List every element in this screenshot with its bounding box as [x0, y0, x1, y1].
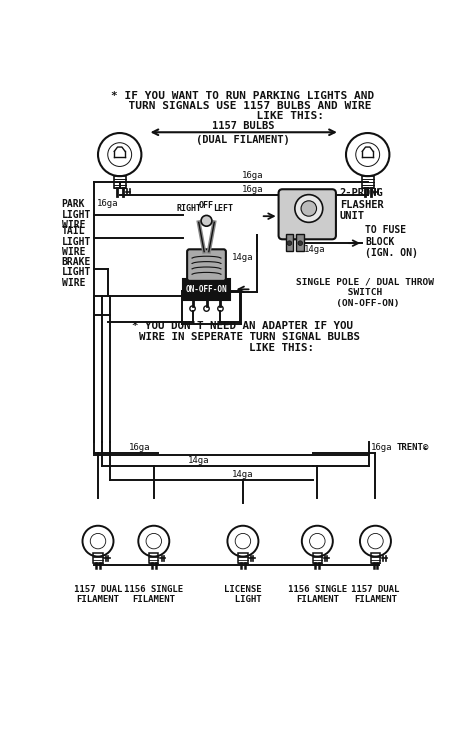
Text: (DUAL FILAMENT): (DUAL FILAMENT) [196, 135, 290, 145]
Circle shape [295, 195, 323, 223]
Bar [285, 234, 293, 251]
Circle shape [201, 215, 212, 226]
Text: TRENT©: TRENT© [396, 443, 428, 452]
Text: PARK
LIGHT
WIRE: PARK LIGHT WIRE [62, 199, 91, 231]
Text: 14ga: 14ga [231, 253, 253, 261]
Bar [313, 553, 322, 564]
Text: TAIL
LIGHT
WIRE: TAIL LIGHT WIRE [62, 226, 91, 258]
Text: 14ga: 14ga [232, 470, 254, 479]
Text: LEFT: LEFT [214, 204, 234, 213]
Bar [149, 553, 158, 564]
Circle shape [301, 201, 317, 216]
Text: 14ga: 14ga [303, 245, 325, 254]
Text: 16ga: 16ga [371, 443, 392, 452]
Text: SINGLE POLE / DUAL THROW
         SWITCH
       (ON-OFF-ON): SINGLE POLE / DUAL THROW SWITCH (ON-OFF-… [296, 278, 434, 307]
Text: 16ga: 16ga [242, 185, 264, 194]
Text: * IF YOU WANT TO RUN PARKING LIGHTS AND: * IF YOU WANT TO RUN PARKING LIGHTS AND [111, 91, 374, 101]
Circle shape [287, 241, 292, 245]
Text: ON-OFF-ON: ON-OFF-ON [186, 285, 228, 294]
Text: TO FUSE
BLOCK
(IGN. ON): TO FUSE BLOCK (IGN. ON) [365, 225, 418, 258]
Text: 1156 SINGLE
FILAMENT: 1156 SINGLE FILAMENT [288, 585, 347, 604]
Text: 1157 DUAL
FILAMENT: 1157 DUAL FILAMENT [74, 585, 122, 604]
Bar [371, 553, 380, 564]
Text: 16ga: 16ga [242, 171, 264, 180]
Text: LIKE THIS:: LIKE THIS: [162, 112, 324, 121]
Bar [296, 234, 304, 251]
Bar [362, 176, 374, 188]
Text: 14ga: 14ga [188, 456, 210, 465]
Text: * YOU DON'T NEED AN ADAPTER IF YOU: * YOU DON'T NEED AN ADAPTER IF YOU [132, 321, 354, 331]
Text: BRAKE
LIGHT
WIRE: BRAKE LIGHT WIRE [62, 257, 91, 288]
Text: TURN SIGNALS USE 1157 BULBS AND WIRE: TURN SIGNALS USE 1157 BULBS AND WIRE [115, 101, 371, 112]
Text: LIKE THIS:: LIKE THIS: [172, 343, 314, 353]
Bar [238, 553, 247, 564]
Text: 1157 DUAL
FILAMENT: 1157 DUAL FILAMENT [351, 585, 400, 604]
Text: OFF: OFF [199, 201, 214, 210]
Bar [114, 176, 126, 188]
Text: 2-PRONG
FLASHER
UNIT: 2-PRONG FLASHER UNIT [340, 188, 383, 221]
Text: 16ga: 16ga [128, 443, 150, 452]
Text: WIRE IN SEPERATE TURN SIGNAL BULBS: WIRE IN SEPERATE TURN SIGNAL BULBS [126, 332, 360, 342]
Text: 1156 SINGLE
FILAMENT: 1156 SINGLE FILAMENT [124, 585, 183, 604]
Bar [93, 553, 103, 564]
Circle shape [298, 241, 302, 245]
Text: RIGHT: RIGHT [177, 204, 202, 213]
Text: LICENSE
  LIGHT: LICENSE LIGHT [224, 585, 262, 604]
Bar [183, 279, 230, 300]
Text: 16ga: 16ga [96, 199, 118, 207]
Text: 1157 BULBS: 1157 BULBS [212, 120, 274, 131]
FancyBboxPatch shape [279, 189, 336, 239]
FancyBboxPatch shape [187, 250, 226, 281]
